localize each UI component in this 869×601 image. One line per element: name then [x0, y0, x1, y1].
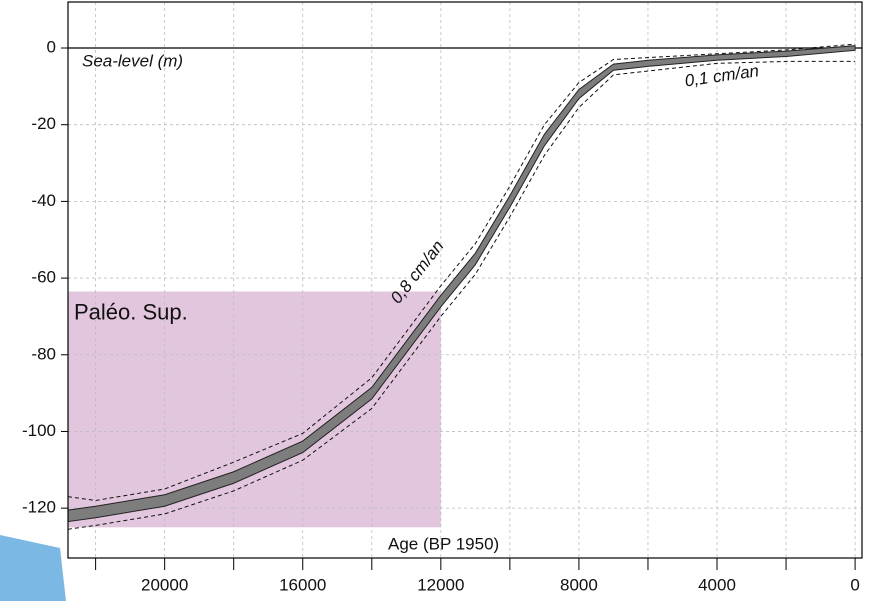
y-tick-label: -120: [22, 498, 56, 517]
y-axis-label: Sea-level (m): [82, 51, 183, 70]
x-tick-label: 20000: [141, 575, 188, 594]
plot-frame: [67, 1, 863, 559]
envelope-line: [67, 43, 856, 501]
x-tick-label: 12000: [417, 575, 464, 594]
y-tick-label: -60: [31, 268, 56, 287]
x-tick-label: 0: [850, 575, 859, 594]
x-tick-label: 8000: [560, 575, 598, 594]
x-tick-label: 16000: [279, 575, 326, 594]
y-tick-label: -20: [31, 114, 56, 133]
y-tick-label: -80: [31, 344, 56, 363]
period-label: Paléo. Sup.: [74, 299, 188, 324]
y-tick-label: -40: [31, 191, 56, 210]
period-box: [68, 291, 441, 528]
y-tick-label: -100: [22, 421, 56, 440]
y-tick-label: 0: [47, 37, 56, 56]
x-tick-label: 4000: [698, 575, 736, 594]
background-layer: [68, 2, 862, 558]
x-axis-label: Age (BP 1950): [388, 534, 499, 553]
sea-level-band: [67, 45, 856, 523]
corner-image: [0, 535, 66, 601]
